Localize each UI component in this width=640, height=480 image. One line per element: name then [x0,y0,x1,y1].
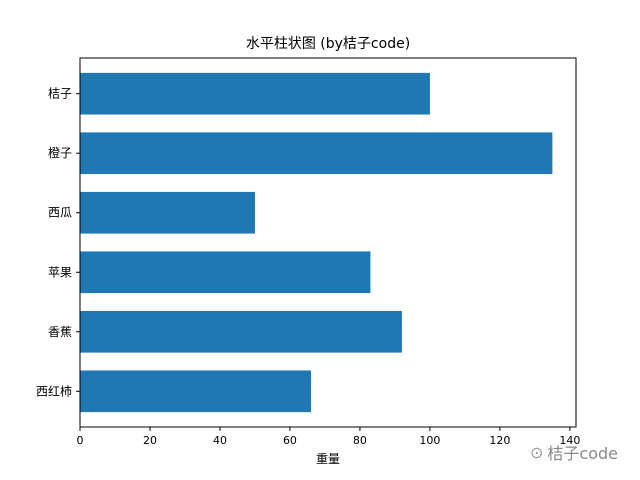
bar [80,72,430,115]
y-tick-label: 苹果 [48,265,72,279]
x-tick-label: 20 [143,434,157,447]
y-tick-label: 香蕉 [48,325,72,339]
x-tick-label: 60 [283,434,297,447]
y-tick-label: 西瓜 [48,206,72,220]
plot-frame [79,57,577,428]
chart-title: 水平柱状图 (by桔子code) [246,36,410,52]
bar [80,191,255,234]
y-tick-label: 西红柿 [36,383,72,398]
wechat-icon: ⊙ [530,442,544,462]
watermark-text: 桔子code [547,444,618,463]
y-tick-label: 桔子 [48,87,72,101]
bar [80,310,402,353]
x-tick-label: 0 [77,434,84,447]
bar [80,251,371,294]
x-tick-label: 40 [213,434,227,447]
bar [80,370,311,413]
x-tick-label: 80 [353,434,367,447]
x-tick-label: 120 [489,434,510,447]
watermark: ⊙ 桔子code [530,440,618,464]
x-axis-label: 重量 [316,452,340,466]
x-tick-label: 100 [419,434,440,447]
bar [80,132,553,175]
x-tick-label: 140 [559,434,580,447]
y-tick-label: 橙子 [48,145,72,160]
